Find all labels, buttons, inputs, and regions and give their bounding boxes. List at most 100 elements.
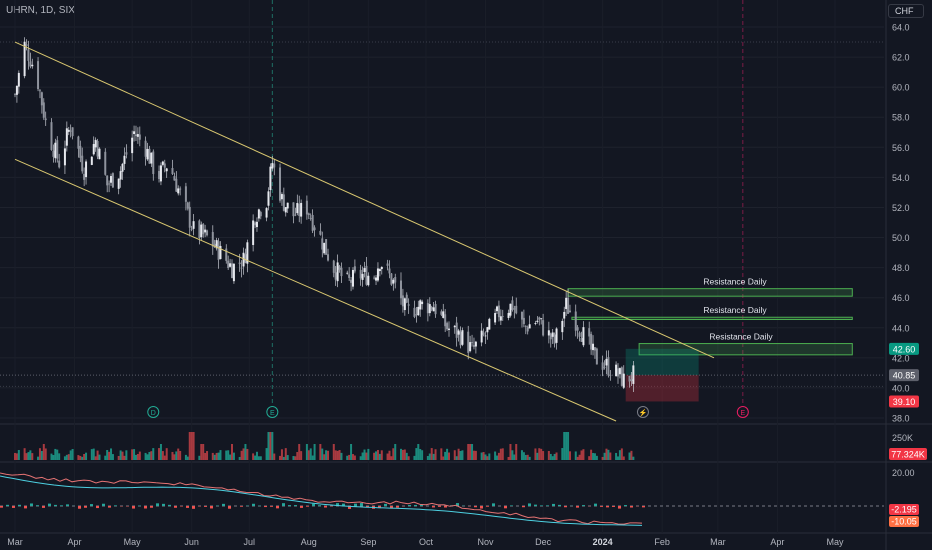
candle-body — [494, 313, 497, 323]
time-axis: Mar Apr May Jun Jul Aug Sep Oct Nov Dec 2024 Feb Mar… — [7, 537, 844, 547]
candle-body — [426, 303, 429, 314]
osc-hist-bar — [432, 506, 435, 508]
osc-hist-bar — [624, 505, 627, 506]
candle-body — [578, 332, 581, 337]
volume-bar — [165, 448, 168, 460]
candle-body — [551, 332, 554, 337]
currency-button[interactable]: CHF — [888, 4, 924, 18]
osc-hist-bar — [228, 506, 231, 509]
volume-bar — [426, 455, 429, 460]
candle-body — [279, 167, 282, 201]
candle-body — [171, 168, 174, 175]
volume-bar — [547, 450, 550, 460]
volume-bar — [486, 456, 489, 460]
volume-pane: 250K 77.324K — [14, 432, 927, 460]
osc-hist-bar — [564, 506, 567, 508]
volume-bar — [325, 450, 328, 460]
volume-bar — [488, 453, 491, 460]
volume-bar — [373, 452, 376, 460]
candle-body — [200, 224, 203, 238]
volume-bar — [161, 451, 164, 460]
volume-bar — [123, 455, 126, 460]
osc-hist-bar — [114, 505, 117, 506]
candle-body — [252, 220, 255, 245]
candle-body — [440, 311, 443, 315]
volume-bar — [553, 453, 556, 460]
volume-bar — [106, 449, 109, 460]
osc-hist-bar — [168, 504, 171, 506]
volume-bar — [133, 449, 136, 460]
volume-bar — [413, 455, 416, 460]
volume-bar — [267, 432, 270, 460]
osc-hist-bar — [174, 506, 177, 508]
candle-body — [56, 140, 59, 159]
osc-hist-bar — [480, 506, 483, 509]
volume-bar — [405, 452, 408, 460]
volume-bar — [632, 456, 635, 460]
volume-bar — [146, 454, 149, 460]
osc-hist-bar — [48, 503, 51, 506]
osc-hist-bar — [540, 505, 543, 506]
symbol-title[interactable]: UHRN, 1D, SIX — [6, 5, 75, 16]
event-marker — [636, 406, 649, 418]
candle-body — [286, 202, 289, 209]
volume-bar — [399, 448, 402, 460]
volume-bar — [338, 450, 341, 460]
candle-body — [54, 142, 57, 159]
volume-bar — [286, 455, 289, 460]
volume-bar — [186, 456, 189, 460]
volume-bar — [453, 450, 456, 460]
volume-bar — [213, 454, 216, 460]
volume-bar — [455, 456, 458, 460]
candle-body — [85, 161, 88, 178]
volume-bar — [448, 452, 451, 460]
volume-bar — [202, 444, 205, 460]
osc-hist-bar — [0, 506, 3, 508]
candle-body — [334, 272, 337, 280]
candle-body — [507, 312, 510, 318]
volume-bar — [40, 451, 43, 460]
candle-body — [327, 254, 330, 261]
osc-hist-bar — [84, 506, 87, 508]
osc-hist-bar — [492, 503, 495, 506]
volume-bar — [307, 450, 310, 460]
volume-bar — [472, 450, 475, 460]
volume-bar — [163, 455, 166, 460]
candle-body — [246, 242, 249, 264]
volume-bar — [461, 450, 464, 460]
volume-bar — [305, 444, 308, 460]
candle-body — [159, 165, 162, 182]
volume-bar — [607, 449, 610, 460]
candle-body — [620, 367, 623, 386]
volume-bar — [630, 450, 633, 460]
candle-body — [321, 238, 324, 250]
candle-body — [467, 331, 470, 353]
candle-body — [119, 171, 122, 180]
candle-body — [593, 347, 596, 351]
volume-bar — [568, 451, 571, 460]
osc-hist-bar — [378, 506, 381, 508]
osc-label-box — [889, 504, 919, 515]
volume-bar — [117, 455, 120, 460]
volume-bar — [401, 449, 404, 460]
candle-body — [388, 268, 391, 274]
candle-body — [50, 122, 53, 150]
volume-bar — [582, 449, 585, 460]
candle-body — [592, 343, 595, 351]
candle-body — [227, 260, 230, 269]
volume-bar — [184, 454, 187, 460]
candle-body — [378, 269, 381, 272]
volume-last-box — [889, 448, 927, 460]
osc-hist-bar — [276, 506, 279, 509]
candle-body — [386, 263, 389, 266]
candle-body — [244, 254, 247, 263]
volume-bar — [609, 452, 612, 460]
osc-hist-bar — [486, 506, 489, 507]
candle-body — [496, 306, 499, 312]
osc-hist-bar — [318, 505, 321, 506]
candle-body — [186, 202, 189, 209]
volume-bar — [131, 449, 134, 460]
price-tick-label: 60.0 — [892, 83, 910, 93]
candle-body — [417, 306, 420, 316]
